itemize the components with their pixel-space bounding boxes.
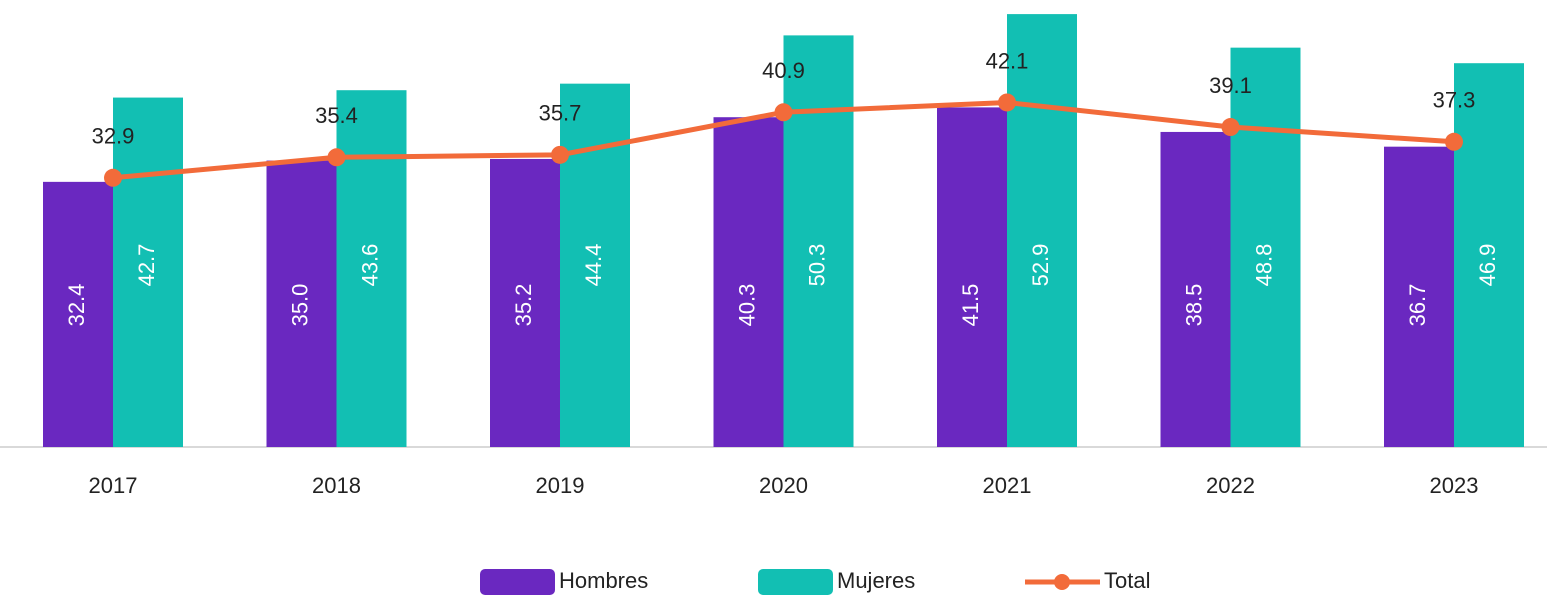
legend-label: Hombres <box>559 568 648 593</box>
line-marker <box>327 148 346 167</box>
bar <box>1007 14 1077 448</box>
line-marker <box>1221 118 1240 137</box>
x-tick-label: 2020 <box>759 473 808 498</box>
data-label: 38.5 <box>1181 284 1206 327</box>
bar <box>1230 47 1301 448</box>
x-tick-label: 2022 <box>1206 473 1255 498</box>
line-marker <box>774 103 793 122</box>
legend-label: Total <box>1104 568 1150 593</box>
bar <box>266 160 337 448</box>
data-label: 40.9 <box>762 58 805 83</box>
x-tick-label: 2021 <box>983 473 1032 498</box>
data-label: 36.7 <box>1405 284 1430 327</box>
data-label: 39.1 <box>1209 73 1252 98</box>
bar <box>783 35 854 448</box>
data-label: 35.2 <box>511 284 536 327</box>
bar <box>1454 63 1524 448</box>
legend-marker <box>1054 574 1070 590</box>
bar <box>1384 146 1454 447</box>
data-label: 32.9 <box>92 124 135 149</box>
data-label: 40.3 <box>734 284 759 327</box>
legend-label: Mujeres <box>837 568 915 593</box>
data-label: 44.4 <box>581 244 606 287</box>
data-label: 35.0 <box>287 284 312 327</box>
line-marker <box>104 168 122 187</box>
x-tick-label: 2019 <box>536 473 585 498</box>
line-marker <box>998 93 1016 112</box>
x-tick-label: 2023 <box>1430 473 1479 498</box>
data-label: 48.8 <box>1251 244 1276 287</box>
data-label: 35.7 <box>539 101 582 126</box>
data-label: 42.1 <box>986 48 1029 73</box>
data-label: 43.6 <box>357 244 382 287</box>
bar <box>1160 131 1231 448</box>
line-marker <box>1445 132 1463 151</box>
bar <box>937 107 1007 448</box>
bar <box>336 90 407 447</box>
bar <box>113 97 183 448</box>
bar <box>713 117 784 447</box>
data-label: 46.9 <box>1475 244 1500 287</box>
data-label: 35.4 <box>315 103 358 128</box>
legend-swatch <box>480 569 555 595</box>
bar <box>43 181 113 448</box>
data-label: 42.7 <box>134 244 159 287</box>
bar <box>490 158 560 448</box>
data-label: 50.3 <box>804 244 829 287</box>
data-label: 32.4 <box>64 284 89 327</box>
data-label: 52.9 <box>1028 244 1053 287</box>
legend-swatch <box>758 569 833 595</box>
x-tick-label: 2017 <box>89 473 138 498</box>
x-tick-label: 2018 <box>312 473 361 498</box>
data-label: 37.3 <box>1433 88 1476 113</box>
data-label: 41.5 <box>958 284 983 327</box>
line-marker <box>551 145 569 164</box>
